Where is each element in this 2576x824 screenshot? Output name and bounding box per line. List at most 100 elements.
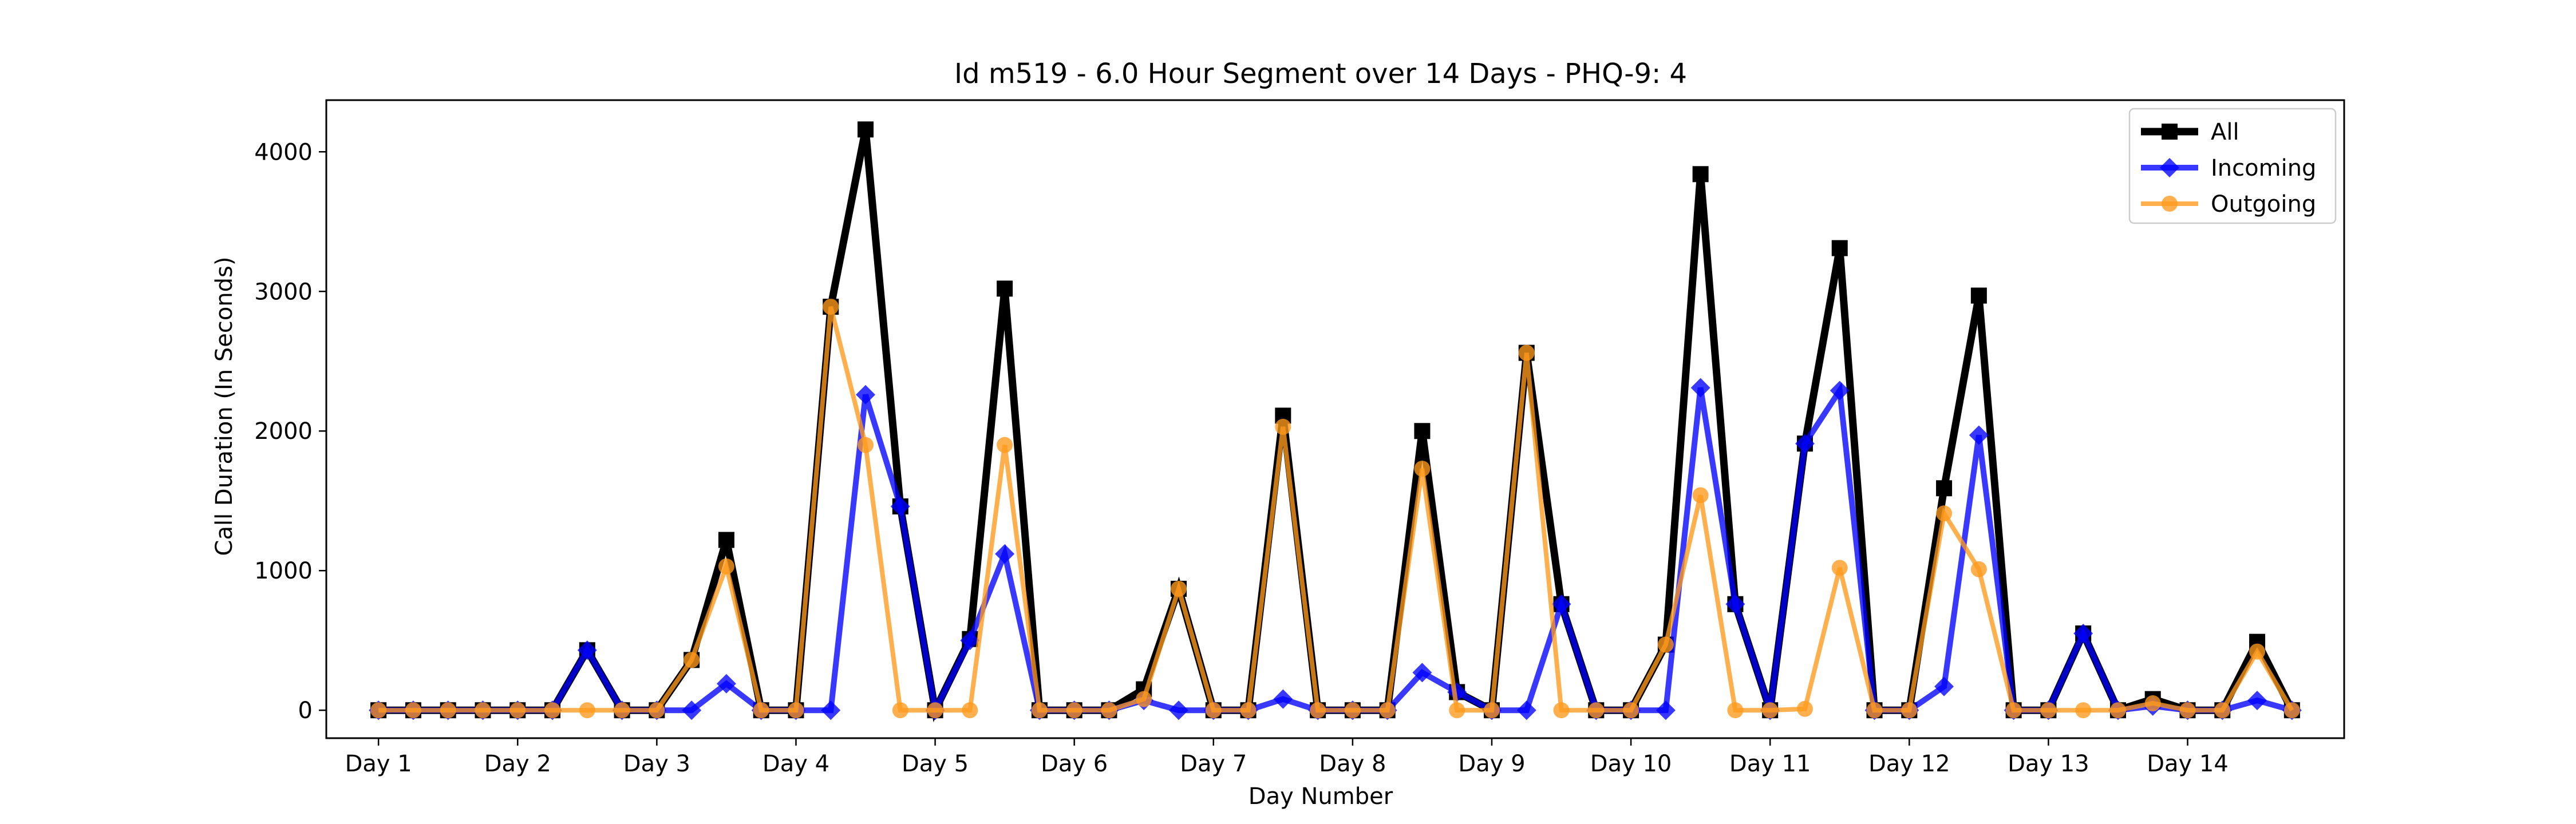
data-point-outgoing <box>1727 702 1744 719</box>
legend-marker-incoming <box>2160 158 2179 177</box>
data-point-incoming <box>1656 700 1676 720</box>
data-point-outgoing <box>509 702 526 719</box>
legend: All Incoming Outgoing <box>2128 108 2337 224</box>
data-point-outgoing <box>2179 702 2196 719</box>
x-tick-label: Day 14 <box>2147 751 2229 777</box>
x-tick-label: Day 12 <box>1868 751 1950 777</box>
data-point-incoming <box>856 385 876 405</box>
data-point-outgoing <box>927 702 943 719</box>
data-point-all <box>1414 423 1431 439</box>
legend-label-all: All <box>2211 119 2239 145</box>
data-point-outgoing <box>1970 561 1987 577</box>
x-tick-label: Day 9 <box>1458 751 1525 777</box>
data-point-outgoing <box>2214 702 2231 719</box>
data-point-outgoing <box>405 702 421 719</box>
data-point-outgoing <box>962 702 978 719</box>
data-point-outgoing <box>1553 702 1570 719</box>
data-point-incoming <box>1725 594 1745 614</box>
data-point-outgoing <box>1205 702 1222 719</box>
legend-label-incoming: Incoming <box>2211 155 2316 181</box>
data-point-outgoing <box>823 299 839 315</box>
legend-marker-outgoing <box>2162 196 2178 212</box>
data-point-incoming <box>1169 700 1189 720</box>
data-point-outgoing <box>1031 702 1048 719</box>
data-point-outgoing <box>475 702 491 719</box>
data-point-incoming <box>821 700 841 720</box>
data-point-outgoing <box>1101 702 1117 719</box>
data-point-outgoing <box>1692 487 1709 504</box>
data-point-outgoing <box>1275 418 1291 435</box>
y-tick-label: 0 <box>298 698 313 724</box>
x-tick-label: Day 4 <box>762 751 829 777</box>
y-tick-label: 1000 <box>254 558 313 584</box>
data-point-outgoing <box>1344 702 1361 719</box>
chart-title: Id m519 - 6.0 Hour Segment over 14 Days … <box>954 58 1687 90</box>
data-point-outgoing <box>579 702 595 719</box>
axes-layer: 0 1000 2000 3000 4000 Day 1 Day 2 Day 3 Day 4 Day… <box>254 139 2229 777</box>
data-point-outgoing <box>753 702 769 719</box>
data-point-outgoing <box>1796 700 1813 717</box>
data-point-outgoing <box>614 702 630 719</box>
legend-label-outgoing: Outgoing <box>2211 191 2316 217</box>
data-point-incoming <box>995 544 1015 564</box>
data-point-outgoing <box>1762 702 1779 719</box>
data-point-incoming <box>2247 691 2267 711</box>
data-point-incoming <box>1795 434 1815 454</box>
data-point-incoming <box>577 640 597 660</box>
data-point-outgoing <box>858 437 874 453</box>
data-point-incoming <box>960 631 980 651</box>
data-point-outgoing <box>1449 702 1465 719</box>
data-point-outgoing <box>1866 702 1883 719</box>
plot-area <box>326 100 2344 738</box>
data-point-incoming <box>1934 676 1954 696</box>
data-point-all <box>1936 480 1953 497</box>
data-point-incoming <box>1273 689 1293 709</box>
data-point-all <box>1970 287 1987 304</box>
data-point-incoming <box>716 674 736 694</box>
data-point-outgoing <box>1483 702 1500 719</box>
data-point-all <box>858 121 874 138</box>
x-tick-label: Day 8 <box>1319 751 1386 777</box>
data-point-outgoing <box>1831 560 1848 576</box>
data-point-outgoing <box>997 437 1013 453</box>
data-point-incoming <box>1830 381 1850 401</box>
data-point-outgoing <box>370 702 387 719</box>
data-point-outgoing <box>2144 695 2161 712</box>
data-point-outgoing <box>1414 461 1431 477</box>
x-tick-label: Day 2 <box>484 751 551 777</box>
data-point-outgoing <box>1171 580 1187 597</box>
x-tick-label: Day 6 <box>1041 751 1108 777</box>
data-point-outgoing <box>1657 636 1674 653</box>
data-point-incoming <box>1690 378 1710 398</box>
data-point-outgoing <box>2040 702 2057 719</box>
data-point-outgoing <box>1379 702 1396 719</box>
legend-marker-all <box>2162 124 2178 140</box>
y-axis-label: Call Duration (In Seconds) <box>211 257 238 556</box>
data-point-outgoing <box>718 558 734 575</box>
data-point-outgoing <box>1936 505 1953 522</box>
y-tick-label: 2000 <box>254 418 313 445</box>
data-point-incoming <box>1412 663 1432 683</box>
legend-box <box>2128 108 2337 224</box>
x-tick-label: Day 13 <box>2008 751 2089 777</box>
data-point-outgoing <box>1310 702 1326 719</box>
data-point-all <box>1831 240 1848 256</box>
data-point-outgoing <box>440 702 456 719</box>
data-point-incoming <box>1969 425 1989 445</box>
series-line-outgoing <box>378 306 2294 713</box>
x-axis-label: Day Number <box>1249 783 1393 810</box>
data-point-outgoing <box>2075 702 2092 719</box>
data-point-incoming <box>1516 700 1536 720</box>
data-point-outgoing <box>892 702 908 719</box>
data-point-outgoing <box>1136 691 1152 707</box>
data-point-outgoing <box>1901 702 1918 719</box>
data-point-outgoing <box>2249 643 2266 660</box>
series-outgoing <box>370 299 2300 719</box>
y-tick-label: 3000 <box>254 279 313 305</box>
data-point-all <box>1692 166 1709 183</box>
x-tick-label: Day 3 <box>623 751 690 777</box>
x-tick-label: Day 1 <box>345 751 412 777</box>
x-tick-label: Day 7 <box>1180 751 1247 777</box>
data-point-incoming <box>1551 594 1571 614</box>
